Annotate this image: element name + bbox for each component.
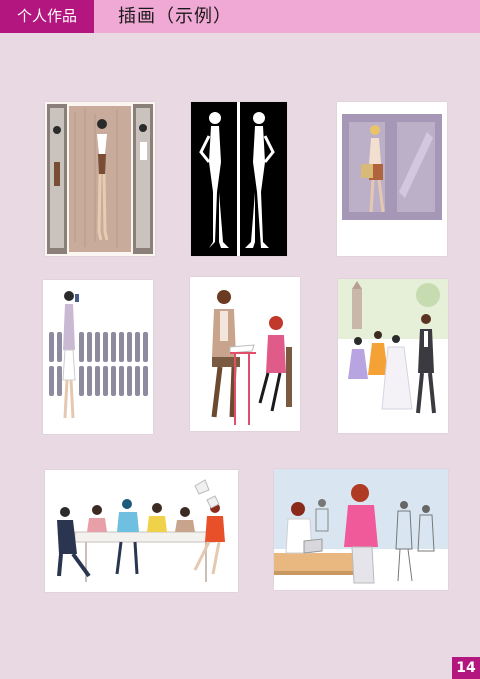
page-number: 14	[452, 657, 480, 679]
illustration-woman-phone-fence	[43, 280, 153, 434]
illustration-office-meeting	[45, 470, 238, 592]
illustration-black-silhouettes	[191, 102, 287, 256]
illustration-couple-cafe	[190, 277, 300, 431]
header-band: 个人作品 插画（示例）	[0, 0, 480, 33]
illustration-office-workers	[274, 469, 448, 590]
illustration-wedding	[338, 279, 448, 433]
section-tab: 个人作品	[0, 0, 94, 33]
illustration-woman-mirrors	[45, 102, 155, 256]
page-title: 插画（示例）	[118, 6, 232, 27]
illustration-woman-shopping-bag	[337, 102, 447, 256]
